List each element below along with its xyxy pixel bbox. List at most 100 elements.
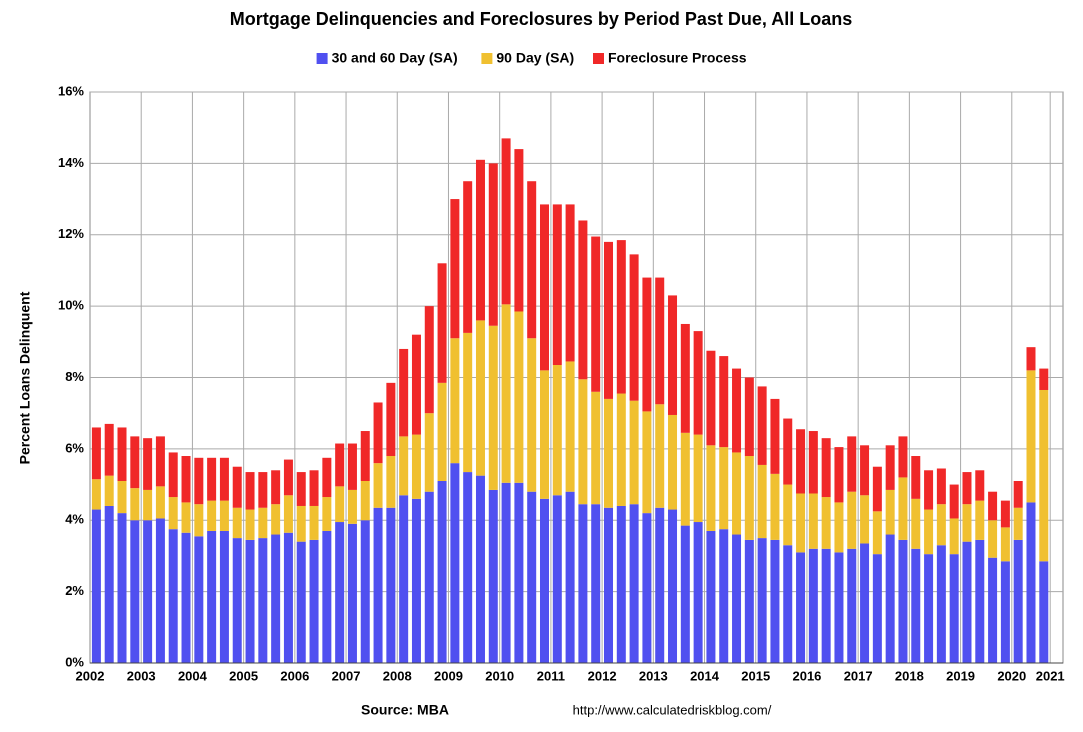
bar-segment (514, 149, 524, 312)
bar-segment (936, 504, 946, 546)
y-axis-label: Percent Loans Delinquent (17, 291, 33, 464)
bar-segment (962, 472, 972, 505)
x-tick-label: 2018 (895, 668, 924, 683)
bar-segment (885, 534, 895, 663)
bar-segment (924, 509, 934, 555)
bar-segment (591, 504, 601, 663)
y-tick-label: 6% (65, 440, 84, 455)
bar-segment (808, 431, 818, 494)
bar-segment (565, 491, 575, 663)
bar-segment (680, 432, 690, 526)
legend: 30 and 60 Day (SA) 90 Day (SA) Foreclosure… (316, 50, 747, 66)
bar-segment (604, 507, 614, 663)
bar-segment (1000, 500, 1010, 528)
bar-segment (898, 477, 908, 540)
bar-segment (770, 398, 780, 474)
bar-segment (834, 552, 844, 663)
bar-segment (232, 507, 242, 539)
bar-segment (744, 456, 754, 540)
bar-segment (424, 491, 434, 663)
bar-segment (1013, 539, 1023, 663)
bar-segment (296, 505, 306, 542)
bar-segment (757, 464, 767, 539)
bar-segment (847, 491, 857, 549)
bar-segment (1039, 389, 1049, 562)
x-tick-label: 2014 (690, 668, 720, 683)
bar-segment (591, 391, 601, 505)
bar-segment (168, 452, 178, 498)
legend-label: Foreclosure Process (608, 50, 747, 66)
bar-segment (1026, 502, 1036, 663)
bar-segment (283, 532, 293, 663)
bar-segment (847, 548, 857, 663)
bar-segment (616, 393, 626, 506)
bar-segment (860, 495, 870, 544)
bar-segment (975, 539, 985, 663)
bar-segment (245, 472, 255, 510)
bar-segment (796, 552, 806, 663)
bar-segment (924, 470, 934, 510)
bar-segment (258, 538, 268, 663)
bar-segment (629, 400, 639, 505)
legend-swatch (481, 53, 493, 64)
bar-segment (565, 204, 575, 362)
x-tick-label: 2011 (537, 668, 565, 683)
bar-segment (399, 348, 409, 437)
bar-segment (668, 414, 678, 510)
bar-segment (706, 445, 716, 531)
chart-title: Mortgage Delinquencies and Foreclosures … (230, 9, 852, 29)
bar-segment (527, 491, 537, 663)
bar-segment (181, 502, 191, 533)
bar-segment (130, 520, 140, 663)
x-tick-label: 2016 (792, 668, 821, 683)
bar-segment (732, 534, 742, 663)
bar-segment (207, 457, 217, 501)
bar-segment (578, 379, 588, 505)
bar-segment (591, 236, 601, 392)
bar-segment (104, 423, 114, 476)
bar-segment (872, 554, 882, 663)
bar-segment (104, 475, 114, 506)
source: Source: MBA (361, 702, 449, 718)
bar-segment (808, 548, 818, 663)
bar-segment (552, 204, 562, 366)
bar-segment (283, 495, 293, 533)
bar-segment (706, 530, 716, 663)
bar-segment (450, 338, 460, 464)
bar-segment (604, 241, 614, 399)
bar-segment (885, 489, 895, 535)
bar-segment (565, 361, 575, 492)
bar-segment (322, 457, 332, 498)
bar-segment (91, 479, 101, 510)
bar-segment (475, 475, 485, 663)
bar-segment (988, 491, 998, 521)
bar-segment (962, 504, 972, 542)
bar-segment (604, 398, 614, 508)
bar-segment (194, 457, 204, 505)
bar-segment (168, 529, 178, 663)
bar-segment (155, 518, 165, 663)
bar-segment (386, 507, 396, 663)
bar-segment (232, 538, 242, 663)
x-tick-label: 2009 (434, 668, 463, 683)
bar-segment (719, 447, 729, 530)
bar-segment (629, 504, 639, 663)
bar-segment (949, 554, 959, 663)
x-tick-label: 2010 (485, 668, 514, 683)
legend-swatch (593, 53, 604, 64)
bar-segment (962, 541, 972, 663)
x-tick-label: 2015 (741, 668, 770, 683)
bar-segment (437, 263, 447, 383)
bar-segment (719, 356, 729, 448)
bar-segment (450, 199, 460, 339)
bar-segment (898, 436, 908, 478)
bar-segment (232, 466, 242, 508)
bar-segment (552, 495, 562, 663)
bar-segment (335, 486, 345, 523)
x-tick-label: 2013 (639, 668, 668, 683)
y-tick-label: 0% (65, 654, 84, 669)
x-tick-label: 2004 (178, 668, 208, 683)
bar-segment (437, 382, 447, 481)
bar-segment (988, 557, 998, 663)
bar-segment (117, 513, 127, 663)
